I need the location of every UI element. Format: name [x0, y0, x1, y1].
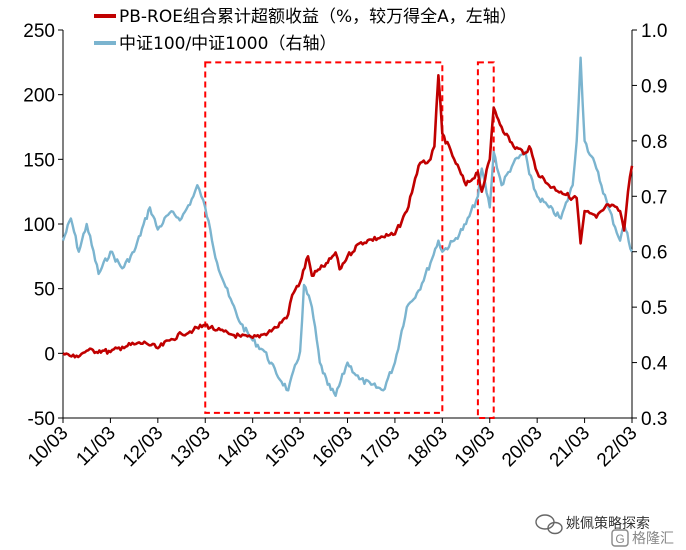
x-tick-label: 18/03: [403, 423, 451, 471]
left-tick-label: 100: [23, 215, 55, 236]
x-tick-label: 16/03: [309, 423, 357, 471]
watermark-logo-icon: G: [611, 529, 629, 547]
x-axis: 10/03 11/0312/0313/0314/0315/0316/0317/03…: [24, 418, 642, 471]
watermark: 姚佩策略探索 G 格隆汇: [535, 514, 674, 547]
x-tick-label: 15/03: [261, 423, 309, 471]
right-tick-label: 0.4: [641, 354, 668, 375]
annotation-layer: [204, 61, 495, 419]
right-tick-label: 0.3: [641, 409, 667, 430]
x-tick-label: 21/03: [546, 423, 594, 471]
right-tick-label: 0.6: [641, 243, 667, 264]
legend: PB-ROE组合累计超额收益（%，较万得全A，左轴） 中证100/中证1000（…: [94, 7, 517, 54]
right-tick-label: 0.9: [641, 76, 667, 97]
right-tick-label: 0.5: [641, 298, 667, 319]
x-tick-label: 14/03: [214, 423, 262, 471]
left-axis: -50 0 50 100 150 200 250: [23, 21, 63, 430]
right-tick-label: 0.8: [641, 132, 667, 153]
wechat-icon: [535, 514, 563, 535]
legend-label-red: PB-ROE组合累计超额收益（%，较万得全A，左轴）: [119, 7, 517, 27]
left-tick-label: 50: [34, 280, 55, 301]
x-tick-label: 13/03: [166, 423, 214, 471]
highlight-box-2: [476, 61, 495, 419]
left-tick-label: 250: [23, 21, 55, 42]
left-tick-label: 150: [23, 150, 55, 171]
x-tick-label: 11/03: [72, 423, 119, 470]
legend-item-blue: 中证100/中证1000（右轴）: [94, 34, 336, 54]
legend-label-blue: 中证100/中证1000（右轴）: [119, 34, 336, 54]
right-tick-label: 0.7: [641, 187, 667, 208]
x-tick-label: 19/03: [451, 423, 499, 471]
svg-text:G: G: [615, 532, 624, 546]
left-tick-label: 200: [23, 86, 55, 107]
x-tick-label: 12/03: [119, 423, 167, 471]
series-line-ratio: [61, 56, 634, 397]
watermark-brand: 格隆汇: [632, 531, 674, 547]
right-axis: 0.3 0.4 0.5 0.6 0.7 0.8 0.9 1.0: [632, 21, 668, 430]
x-tick-label: 22/03: [593, 423, 641, 471]
watermark-label: 姚佩策略探索: [566, 515, 650, 532]
right-tick-label: 1.0: [641, 21, 667, 42]
left-tick-label: 0: [44, 344, 55, 365]
x-tick-label: 20/03: [498, 423, 546, 471]
highlight-box-1: [204, 61, 444, 414]
series-layer: [61, 56, 634, 397]
left-tick-label: -50: [28, 409, 55, 430]
plot-area: [62, 30, 633, 419]
x-tick-label: 17/03: [356, 423, 404, 471]
legend-item-red: PB-ROE组合累计超额收益（%，较万得全A，左轴）: [94, 7, 517, 27]
series-line-excess-return: [62, 74, 634, 359]
